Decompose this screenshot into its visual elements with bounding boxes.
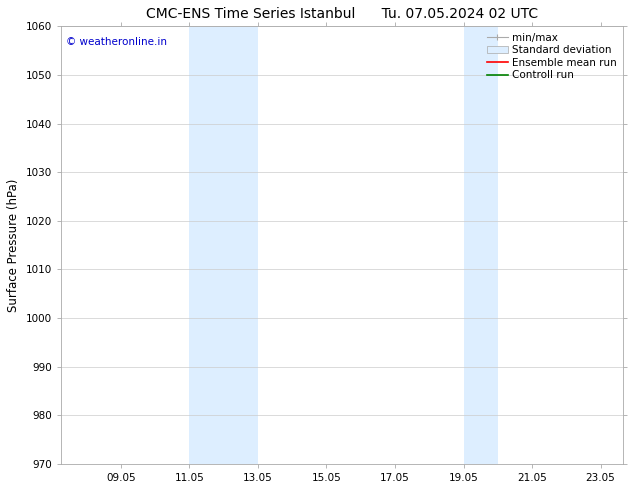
Text: © weatheronline.in: © weatheronline.in bbox=[67, 37, 167, 47]
Y-axis label: Surface Pressure (hPa): Surface Pressure (hPa) bbox=[7, 178, 20, 312]
Legend: min/max, Standard deviation, Ensemble mean run, Controll run: min/max, Standard deviation, Ensemble me… bbox=[482, 28, 621, 84]
Title: CMC-ENS Time Series Istanbul      Tu. 07.05.2024 02 UTC: CMC-ENS Time Series Istanbul Tu. 07.05.2… bbox=[146, 7, 538, 21]
Bar bbox=[463, 26, 498, 464]
Bar bbox=[190, 26, 258, 464]
